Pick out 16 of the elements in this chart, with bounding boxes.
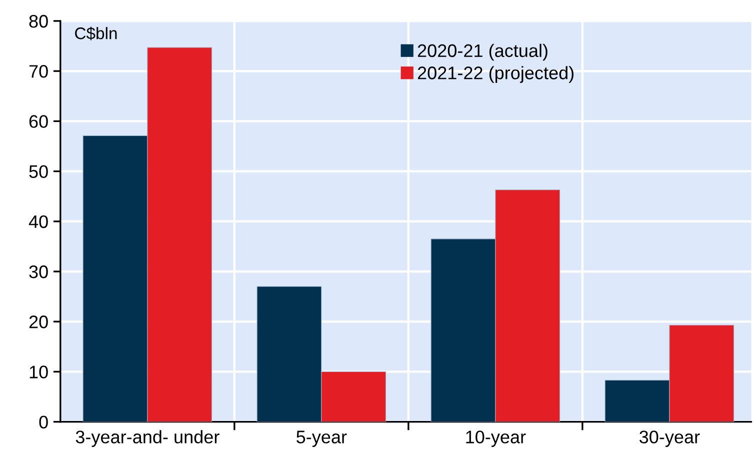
y-tick-label: 50 [29, 165, 48, 178]
legend-label: 2021-22 (projected) [418, 66, 574, 83]
x-tick-label: 5-year [296, 430, 347, 447]
y-axis-title: C$bln [75, 26, 117, 40]
x-tick-label: 10-year [466, 430, 526, 447]
x-tick-label: 30-year [640, 430, 700, 447]
y-tick-label: 80 [29, 14, 48, 28]
y-tick-label: 40 [28, 215, 48, 228]
y-tick-label: 0 [39, 416, 48, 429]
x-tick-label: 3-year-and- under [76, 430, 220, 447]
y-tick-label: 30 [29, 265, 48, 278]
y-tick-label: 70 [29, 65, 48, 78]
legend-label: 2020-21 (actual) [418, 44, 548, 61]
y-tick-label: 10 [30, 366, 48, 378]
y-tick-label: 20 [29, 316, 48, 328]
y-tick-label: 60 [29, 115, 48, 128]
